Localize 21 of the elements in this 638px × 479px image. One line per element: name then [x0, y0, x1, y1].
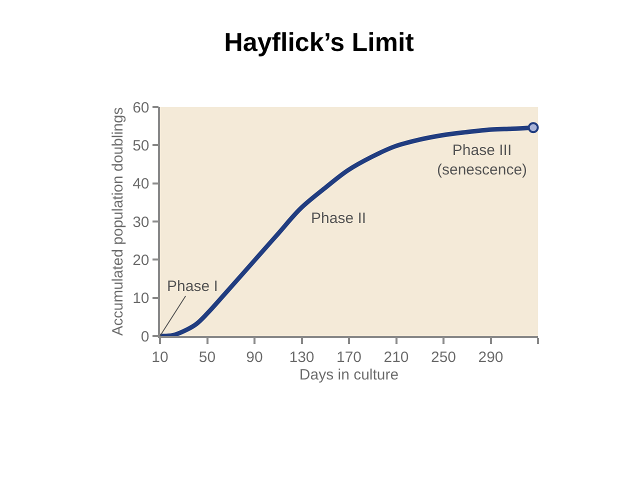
x-axis-title: Days in culture	[299, 366, 399, 384]
x-tick-label: 170	[336, 348, 362, 366]
y-tick-label: 30	[132, 214, 150, 231]
annotation: Phase I	[167, 278, 218, 295]
y-tick-label: 60	[132, 99, 150, 116]
y-tick-label: 0	[140, 328, 150, 346]
annotation: Phase II	[311, 210, 366, 227]
x-tick-label: 250	[430, 348, 456, 366]
chart-title: Hayflick’s Limit	[224, 27, 414, 58]
y-axis-title: Accumulated population doublings	[109, 107, 126, 336]
x-tick-label: 130	[289, 348, 314, 366]
y-tick-label: 10	[132, 290, 150, 308]
annotation: Phase III (senescence)	[437, 142, 528, 178]
y-tick-label: 40	[132, 176, 150, 193]
x-tick-label: 210	[384, 348, 409, 366]
y-tick-label: 50	[132, 137, 150, 154]
x-tick-label: 10	[152, 348, 168, 366]
x-tick-label: 90	[246, 348, 263, 366]
x-tick-label: 50	[198, 348, 216, 366]
y-tick-label: 20	[132, 252, 150, 269]
x-tick-label: 290	[478, 348, 504, 366]
